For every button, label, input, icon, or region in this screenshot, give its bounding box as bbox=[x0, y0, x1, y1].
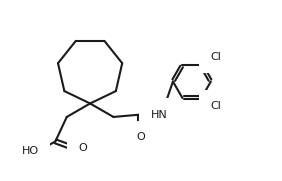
Text: Cl: Cl bbox=[210, 52, 221, 62]
Text: O: O bbox=[78, 143, 87, 153]
Text: O: O bbox=[136, 132, 145, 142]
Text: HO: HO bbox=[22, 146, 39, 156]
Text: HN: HN bbox=[151, 110, 167, 120]
Text: Cl: Cl bbox=[210, 101, 221, 111]
